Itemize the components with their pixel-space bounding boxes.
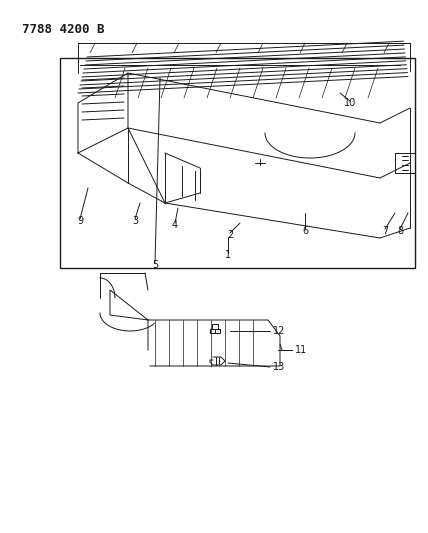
- Text: 4: 4: [172, 220, 178, 230]
- Text: 10: 10: [344, 98, 356, 108]
- Text: 7788 4200 B: 7788 4200 B: [22, 23, 104, 36]
- Text: 5: 5: [152, 260, 158, 270]
- Text: 3: 3: [132, 216, 138, 226]
- Text: 8: 8: [397, 226, 403, 236]
- Bar: [60, 58, 415, 268]
- Text: 12: 12: [273, 326, 285, 336]
- Text: 11: 11: [295, 345, 307, 355]
- Text: 9: 9: [77, 216, 83, 226]
- Text: 1: 1: [225, 250, 231, 260]
- Text: 6: 6: [302, 226, 308, 236]
- Text: 2: 2: [227, 230, 233, 240]
- Text: 7: 7: [382, 226, 388, 236]
- Text: 13: 13: [273, 362, 285, 372]
